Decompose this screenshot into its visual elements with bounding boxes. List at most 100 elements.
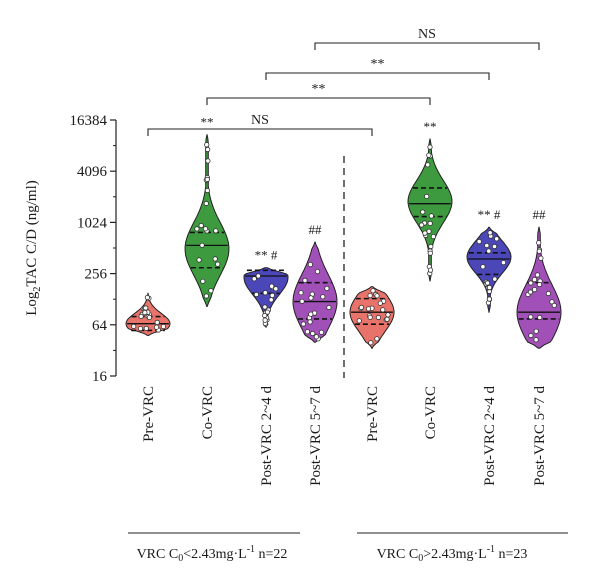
bracket-label: ** [312,82,326,97]
category-label: Co-VRC [423,386,439,439]
violin: ** [184,115,230,307]
violin-point [427,250,433,256]
violin-point [422,230,428,236]
category-label: Pre-VRC [365,386,381,442]
group-label-1-prefix: VRC C [137,547,179,562]
violin-point [314,268,321,275]
bracket-label: ** [371,57,385,72]
violin-point [138,313,144,319]
significance-label: ## [533,207,547,222]
bracket: ** [265,57,490,80]
violin-point [204,176,210,182]
violin-point [203,200,209,207]
violin-point [426,152,432,158]
y-axis-label: Log2TAC C/D (ng/ml) [24,180,43,315]
bracket-line [206,97,431,105]
violin-point [538,255,544,261]
violin-point [476,239,482,245]
violin-point [273,286,279,292]
group-label-1-sub: 0 [178,553,183,564]
significance-label: ## [309,222,323,237]
violin: ** [407,119,453,282]
violin-point [418,222,425,228]
violin-point [480,264,486,270]
violin-point [377,300,383,306]
violin-point [375,314,381,321]
violin-point [307,319,313,325]
violin-point [154,319,160,325]
violin-point [268,297,274,303]
y-tick-label: 64 [92,318,108,334]
violin-point [264,309,270,315]
violin-point [194,226,200,232]
violin-point [545,290,552,297]
violin-point [527,289,534,295]
violin-point [425,162,431,168]
violin-point [374,336,380,342]
group-label-2-suffix: n=23 [495,547,527,562]
violin-point [551,302,557,308]
violin-point [198,222,204,229]
significance-label: ** # [255,248,278,263]
group-label-1: VRC C0<2.43mg·L-1 n=22 [137,544,288,564]
y-axis: 16 64 256 1024 4096 16384 [70,113,117,385]
violin-point [318,329,325,335]
y-tick-label: 4096 [77,164,108,180]
violin-point [428,213,434,219]
violin-point [494,236,500,242]
violin-point [536,248,542,254]
violin [125,292,171,336]
violin-point [262,304,268,310]
violin-point [313,334,319,340]
group-label-2-sub: 0 [418,553,423,564]
violin-point [203,293,209,299]
significance-label: ** # [478,207,501,222]
violin-point [430,234,436,240]
violin-point [531,286,538,293]
violin-point [213,228,219,234]
violin-point [374,293,380,299]
violin-point [262,317,268,323]
category-labels: Pre-VRC Co-VRC Post-VRC 2~4 d Post-VRC 5~7 … [141,386,548,486]
group-label-1-suffix: n=22 [255,547,287,562]
violin-point [534,272,541,278]
violin-point [486,248,492,254]
violin-point [269,292,275,298]
bracket-line [147,128,373,136]
violin-point [308,295,314,301]
bracket-line [314,42,540,50]
y-tick-label: 256 [85,267,108,283]
violin-point [308,311,314,317]
violin-point [131,323,137,329]
group-label-1-sup: -1 [247,544,255,555]
violin-point [320,294,326,300]
category-label: Post-VRC 2~4 d [259,386,275,486]
violin-point [205,146,211,153]
y-axis-label-sub: 2 [32,287,43,292]
y-axis-label-rest: TAC C/D (ng/ml) [24,180,40,286]
violin-point [367,314,373,320]
significance-label: ** [201,115,214,130]
group-label-2-sup: -1 [487,544,495,555]
violin-point [380,307,386,313]
violin: ** # [243,248,289,328]
violin [349,286,395,349]
violin-point [304,329,310,335]
violin-point [368,340,374,346]
violin-point [302,277,308,283]
violin-point [324,285,330,291]
violin-point [298,290,304,296]
violin-point [484,280,491,286]
violin-point [146,314,152,320]
violin-point [143,305,149,311]
violin-point [202,226,209,232]
violin-point [253,291,259,298]
violin-point [491,243,498,250]
violin-point [428,243,434,250]
violin-point [427,220,433,226]
violin-point [537,314,543,321]
bracket-label: NS [418,27,436,42]
bracket: NS [147,113,373,136]
y-tick-label: 16384 [70,113,108,129]
violin-point [500,259,507,266]
